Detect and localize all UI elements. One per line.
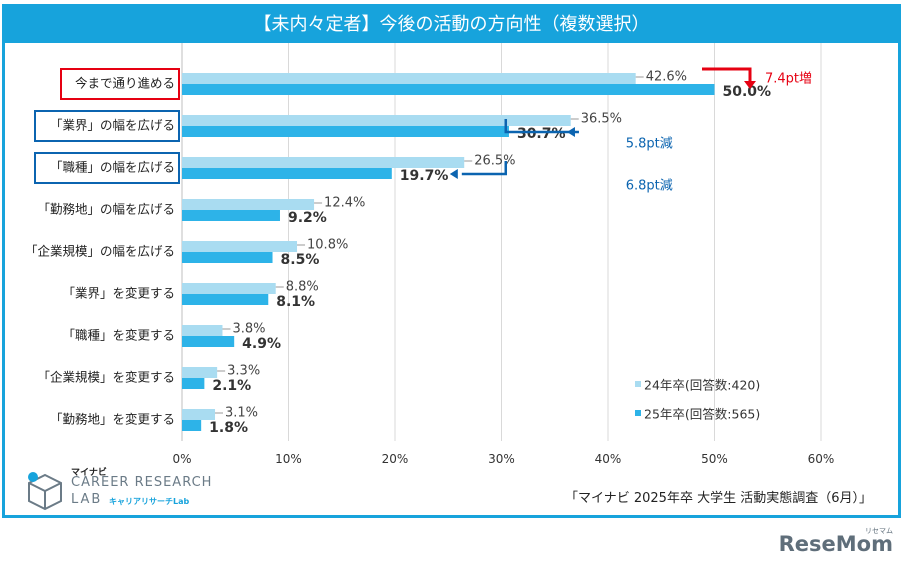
value-label-25: 8.5% (281, 252, 320, 268)
change-annotation: 7.4pt増 (765, 72, 812, 87)
x-tick-label: 10% (275, 452, 302, 466)
x-tick-label: 30% (488, 452, 515, 466)
watermark-kana: リセマム (865, 527, 893, 535)
bar-chart: 0% 10% 20% 30% 40% 50% 60% 42.6% 50.0% 今まで通り進める 36… (25, 43, 835, 466)
value-label-25: 2.1% (212, 378, 251, 394)
x-tick-label: 20% (382, 452, 409, 466)
change-arrow (702, 67, 752, 82)
value-label-25: 4.9% (242, 336, 281, 352)
x-tick-label: 60% (808, 452, 835, 466)
bar-25 (182, 168, 392, 179)
value-label-24: 8.8% (286, 280, 319, 295)
watermark-text: ReseMom (778, 532, 893, 556)
bar-25 (182, 294, 269, 305)
bar-24 (182, 241, 298, 252)
category-label: 「勤務地」の幅を広げる (37, 202, 175, 217)
value-label-24: 26.5% (474, 154, 515, 169)
value-label-25: 9.2% (288, 210, 327, 226)
value-label-24: 42.6% (646, 70, 687, 85)
chart-frame: 【未内々定者】今後の活動の方向性（複数選択） 0% 10% 20% 30% 40% 50%… (2, 4, 901, 518)
legend-label: 25年卒(回答数:565) (644, 407, 760, 422)
chart-title: 【未内々定者】今後の活動の方向性（複数選択） (5, 7, 898, 43)
category-label: 「企業規模」の幅を広げる (25, 244, 175, 259)
bar-24 (182, 157, 465, 168)
legend-label: 24年卒(回答数:420) (644, 378, 760, 393)
category-label: 「業界」の幅を広げる (50, 118, 175, 133)
career-research-lab-logo: マイナビ CAREER RESEARCH LAB キャリアリサーチLab (23, 465, 223, 515)
change-annotation: 5.8pt減 (626, 136, 673, 152)
bar-24 (182, 367, 218, 378)
bar-24 (182, 73, 636, 84)
bar-25 (182, 210, 280, 221)
value-label-24: 3.1% (225, 406, 258, 421)
category-label: 今まで通り進める (75, 76, 175, 91)
value-label-25: 1.8% (209, 420, 248, 436)
value-label-24: 3.3% (227, 364, 260, 379)
bar-25 (182, 378, 205, 389)
change-annotation: 6.8pt減 (626, 178, 673, 194)
cube-logo-icon (28, 472, 62, 511)
value-label-25: 8.1% (276, 294, 315, 310)
legend-swatch (635, 410, 641, 416)
bar-25 (182, 252, 273, 263)
arrow-head (744, 81, 756, 89)
value-label-25: 50.0% (723, 84, 772, 100)
bar-25 (182, 420, 202, 431)
logo-kana: キャリアリサーチLab (109, 497, 190, 506)
change-arrow (461, 161, 508, 176)
bar-24 (182, 283, 276, 294)
value-label-25: 19.7% (400, 168, 449, 184)
bar-24 (182, 199, 315, 210)
legend-swatch (635, 381, 641, 387)
bar-25 (182, 126, 509, 137)
logo-line2: LAB (71, 492, 103, 507)
value-label-24: 12.4% (324, 196, 365, 211)
value-label-25: 30.7% (517, 126, 566, 142)
arrow-head (566, 127, 575, 137)
change-arrow (504, 119, 579, 134)
bar-25 (182, 336, 235, 347)
x-tick-label: 0% (172, 452, 191, 466)
category-label: 「勤務地」を変更する (50, 412, 175, 427)
bar-24 (182, 409, 216, 420)
bar-24 (182, 325, 223, 336)
category-label: 「企業規模」を変更する (37, 370, 175, 385)
category-label: 「職種」を変更する (62, 328, 175, 343)
category-highlight-box (60, 68, 180, 100)
source-note: 「マイナビ 2025年卒 大学生 活動実態調査（6月）」 (565, 491, 872, 506)
value-label-24: 36.5% (581, 112, 622, 127)
arrow-head (449, 169, 458, 179)
category-highlight-box (34, 110, 180, 142)
bar-24 (182, 115, 571, 126)
category-label: 「職種」の幅を広げる (50, 160, 175, 175)
category-label: 「業界」を変更する (62, 286, 175, 301)
bar-25 (182, 84, 715, 95)
value-label-24: 10.8% (307, 238, 348, 253)
resemom-watermark: リセマム ReseMom (778, 527, 893, 556)
logo-line1: CAREER RESEARCH (71, 475, 213, 490)
logo-brand: マイナビ (71, 468, 107, 478)
x-tick-label: 40% (595, 452, 622, 466)
x-tick-label: 50% (701, 452, 728, 466)
category-highlight-box (34, 152, 180, 184)
value-label-24: 3.8% (232, 322, 265, 337)
